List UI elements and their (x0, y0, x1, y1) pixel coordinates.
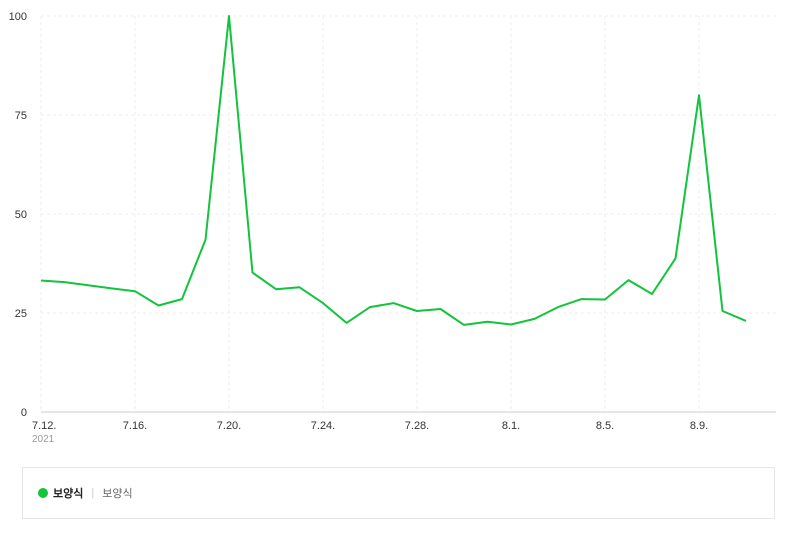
y-tick-label: 25 (15, 308, 27, 320)
legend-box: 보양식 | 보양식 (22, 467, 775, 519)
series-line (40, 15, 747, 326)
x-tick-label: 7.20. (217, 420, 241, 432)
y-tick-label: 50 (15, 209, 27, 221)
legend-series-sub-label: 보양식 (102, 488, 133, 500)
line-chart: 0 25 50 75 100 7.12. 7.16. 7.20. 7.24. 7.28. 8.1. 8… (9, 11, 776, 445)
y-tick-label: 75 (15, 110, 27, 122)
legend-series-name[interactable]: 보양식 (53, 488, 84, 500)
x-year-label: 2021 (32, 434, 55, 445)
y-tick-label: 100 (9, 11, 27, 23)
legend-color-dot[interactable] (38, 488, 48, 498)
legend-separator: | (91, 487, 95, 499)
x-tick-label: 7.16. (123, 420, 147, 432)
x-tick-label: 8.1. (502, 420, 520, 432)
x-tick-label: 7.28. (405, 420, 429, 432)
x-tick-label: 8.5. (596, 420, 614, 432)
x-tick-label: 8.9. (690, 420, 708, 432)
y-tick-label: 0 (21, 407, 27, 419)
x-tick-label: 7.12. (32, 420, 56, 432)
x-tick-label: 7.24. (311, 420, 335, 432)
